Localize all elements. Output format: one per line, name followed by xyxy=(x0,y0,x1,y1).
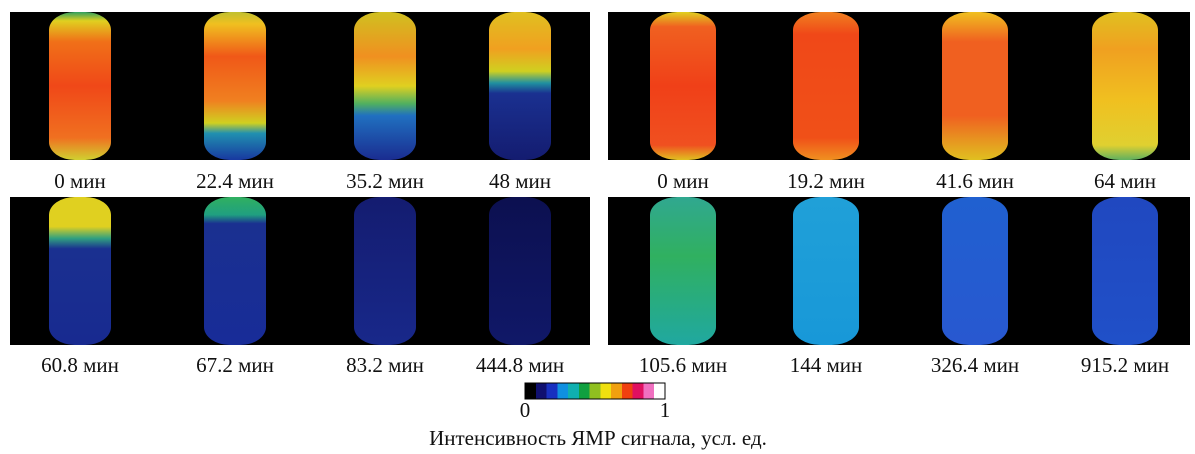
time-label: 444.8 мин xyxy=(476,353,564,377)
sample-image xyxy=(49,197,111,345)
time-label: 48 мин xyxy=(489,169,551,193)
sample-image xyxy=(650,12,716,160)
time-label: 67.2 мин xyxy=(196,353,274,377)
sample-image xyxy=(942,12,1008,160)
sample-image xyxy=(793,12,859,160)
time-label: 915.2 мин xyxy=(1081,353,1169,377)
sample-image xyxy=(49,12,111,160)
time-label: 144 мин xyxy=(790,353,863,377)
sample-image xyxy=(354,197,416,345)
sample-image xyxy=(204,12,266,160)
sample-image xyxy=(650,197,716,345)
time-label: 41.6 мин xyxy=(936,169,1014,193)
sample-image xyxy=(793,197,859,345)
sample-image xyxy=(204,197,266,345)
caption: Интенсивность ЯМР сигнала, усл. ед. xyxy=(429,426,767,450)
time-label: 83.2 мин xyxy=(346,353,424,377)
time-label: 0 мин xyxy=(657,169,709,193)
sample-image xyxy=(489,197,551,345)
time-label: 19.2 мин xyxy=(787,169,865,193)
time-label: 64 мин xyxy=(1094,169,1156,193)
colorbar xyxy=(524,382,666,400)
sample-image xyxy=(942,197,1008,345)
time-label: 60.8 мин xyxy=(41,353,119,377)
colorbar-min: 0 xyxy=(520,398,531,422)
sample-image xyxy=(1092,197,1158,345)
time-label: 105.6 мин xyxy=(639,353,727,377)
colorbar-max: 1 xyxy=(660,398,671,422)
time-label: 326.4 мин xyxy=(931,353,1019,377)
time-label: 35.2 мин xyxy=(346,169,424,193)
sample-image xyxy=(1092,12,1158,160)
sample-image xyxy=(354,12,416,160)
sample-image xyxy=(489,12,551,160)
time-label: 0 мин xyxy=(54,169,106,193)
time-label: 22.4 мин xyxy=(196,169,274,193)
